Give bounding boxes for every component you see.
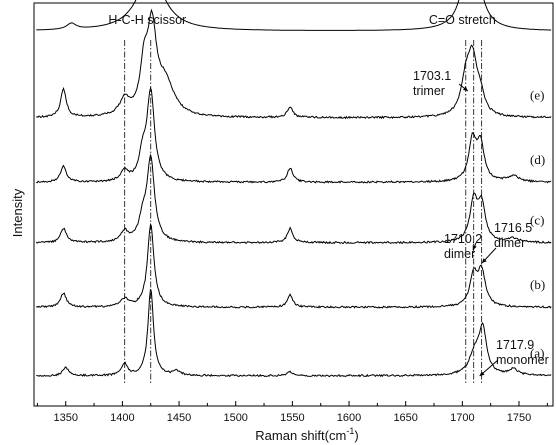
spectrum-label: (e) — [530, 88, 544, 103]
spectrum-label: (a) — [530, 346, 544, 361]
x-axis-label-text: Raman shift(cm — [255, 428, 346, 443]
spectrum-line — [35, 153, 552, 245]
x-tick-label: 1350 — [53, 412, 77, 424]
annotation-text: 1703.1 — [413, 69, 451, 83]
x-tick-label: 1750 — [507, 412, 531, 424]
y-axis-label: Intensity — [10, 188, 25, 237]
annotation-arrowhead — [472, 245, 477, 250]
annotation-text: trimer — [413, 84, 445, 98]
x-axis: 1350 1400 1450 1500 1550 1600 1650 1700 1750 — [36, 401, 548, 424]
spectrum-label: (d) — [530, 152, 545, 167]
spectra-series: (e) (d) (c) (b) (a) — [35, 0, 552, 378]
x-tick-label: 1500 — [223, 412, 247, 424]
band-label: C=O stretch — [429, 13, 496, 27]
annotation-text: 1710.2 — [444, 232, 482, 246]
spectrum-line — [36, 86, 552, 184]
x-tick-label: 1450 — [167, 412, 191, 424]
x-tick-label: 1400 — [110, 412, 134, 424]
annotation-arrowhead — [463, 86, 468, 91]
x-tick-label: 1600 — [337, 412, 361, 424]
x-tick-label: 1550 — [280, 412, 304, 424]
spectrum-label: (b) — [530, 277, 545, 292]
annotation-text: 1717.9 — [496, 338, 534, 352]
annotation-arrowhead — [479, 371, 485, 376]
band-label: H-C-H scissor — [108, 13, 186, 27]
spectrum-label: (c) — [530, 213, 544, 228]
plot-border — [33, 2, 554, 407]
x-axis-label-close: ) — [354, 428, 358, 443]
spectrum-line — [35, 222, 552, 309]
x-axis-label: Raman shift(cm-1) — [255, 426, 358, 443]
annotation-text: dimer — [494, 236, 525, 250]
annotation-text: 1716.5 — [494, 221, 532, 235]
x-axis-label-superscript: -1 — [346, 426, 354, 436]
band-labels: H-C-H scissor C=O stretch — [108, 13, 495, 27]
spectrum-line — [36, 8, 552, 120]
x-tick-label: 1700 — [450, 412, 474, 424]
spectrum-line — [36, 288, 552, 378]
spectrum-line — [36, 0, 552, 31]
annotation-text: monomer — [496, 353, 549, 367]
annotation-text: dimer — [444, 247, 475, 261]
plot-frame — [33, 2, 554, 407]
annotations: 1703.1trimer1710.2dimer1716.5dimer1717.9… — [413, 69, 549, 377]
annotation-arrowhead — [482, 258, 487, 263]
x-tick-label: 1650 — [393, 412, 417, 424]
